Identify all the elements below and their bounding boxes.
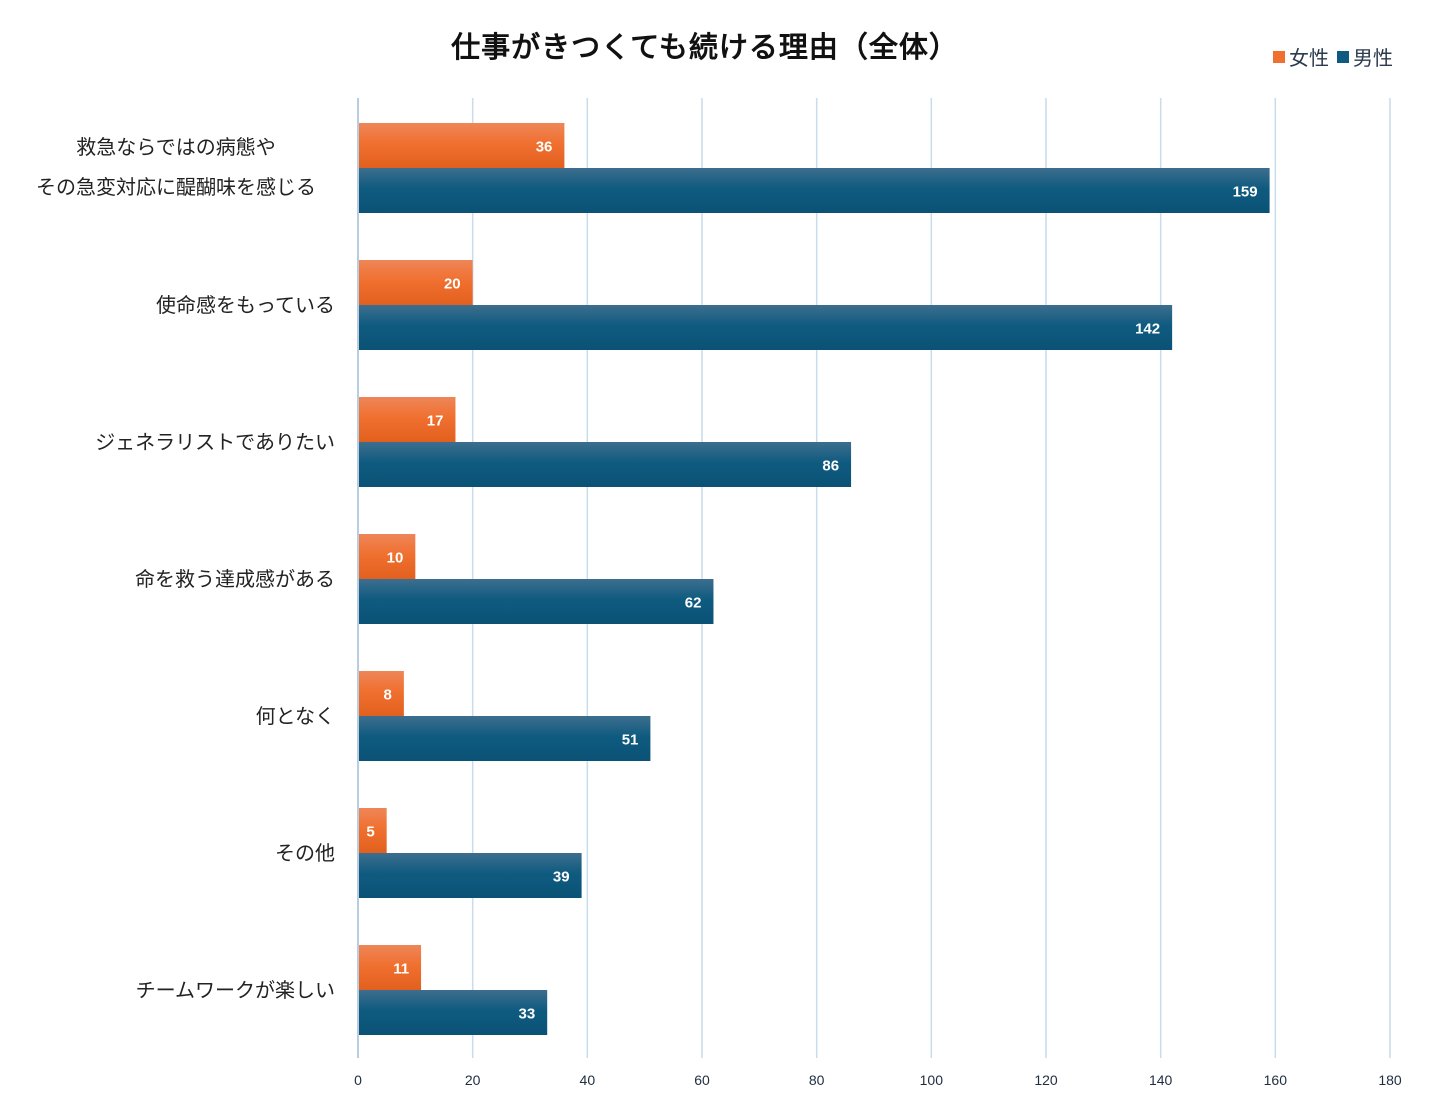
category-label: 使命感をもっている [156,293,335,317]
bar-male [359,442,852,487]
x-tick-label: 160 [1264,1072,1288,1088]
bar-male [359,716,651,761]
data-label: 10 [387,550,404,567]
bar-female [359,945,422,990]
data-label: 36 [536,139,553,156]
chart-title: 仕事がきつくても続ける理由（全体） [451,30,959,64]
legend-item-male: 男性 [1337,42,1393,71]
x-tick-label: 100 [920,1072,944,1088]
data-label: 39 [553,869,570,886]
category-label: その他 [275,841,335,865]
category-label: 何となく [256,704,335,728]
data-label: 11 [393,961,409,978]
x-tick-label: 40 [580,1072,596,1088]
legend-swatch-male [1337,50,1349,63]
x-tick-label: 20 [465,1072,481,1088]
bar-female [359,534,416,579]
data-label: 5 [366,824,374,841]
legend-label-female: 女性 [1289,46,1329,70]
x-tick-label: 140 [1149,1072,1173,1088]
data-label: 33 [519,1006,536,1023]
category-label: その急変対応に醍醐味を感じる [36,175,316,199]
x-tick-label: 80 [809,1072,825,1088]
x-tick-label: 60 [694,1072,710,1088]
category-label: 救急ならではの病態や [76,135,275,159]
category-label: チームワークが楽しい [136,978,335,1002]
legend-swatch-female [1273,50,1285,63]
data-label: 62 [685,595,702,612]
data-label: 159 [1233,184,1258,201]
x-tick-label: 120 [1034,1072,1058,1088]
data-label: 17 [427,413,444,430]
bar-male [359,853,582,898]
bar-female [359,808,387,853]
bar-male [359,579,714,624]
bar-male [359,990,548,1035]
category-label: ジェネラリストでありたい [95,430,335,454]
bar-female [359,397,456,442]
bar-female [359,671,404,716]
legend-item-female: 女性 [1273,42,1329,71]
bar-female [359,260,473,305]
bar-female [359,123,565,168]
bar-male [359,305,1173,350]
bar-male [359,168,1270,213]
data-label: 8 [384,687,392,704]
data-label: 20 [444,276,461,293]
legend: 女性 男性 [1265,42,1393,71]
x-tick-label: 180 [1378,1072,1402,1088]
category-label: 命を救う達成感がある [135,567,335,591]
data-label: 51 [622,732,639,749]
legend-label-male: 男性 [1353,46,1393,70]
data-label: 142 [1135,321,1160,338]
data-label: 86 [822,458,839,475]
x-tick-label: 0 [354,1072,362,1088]
